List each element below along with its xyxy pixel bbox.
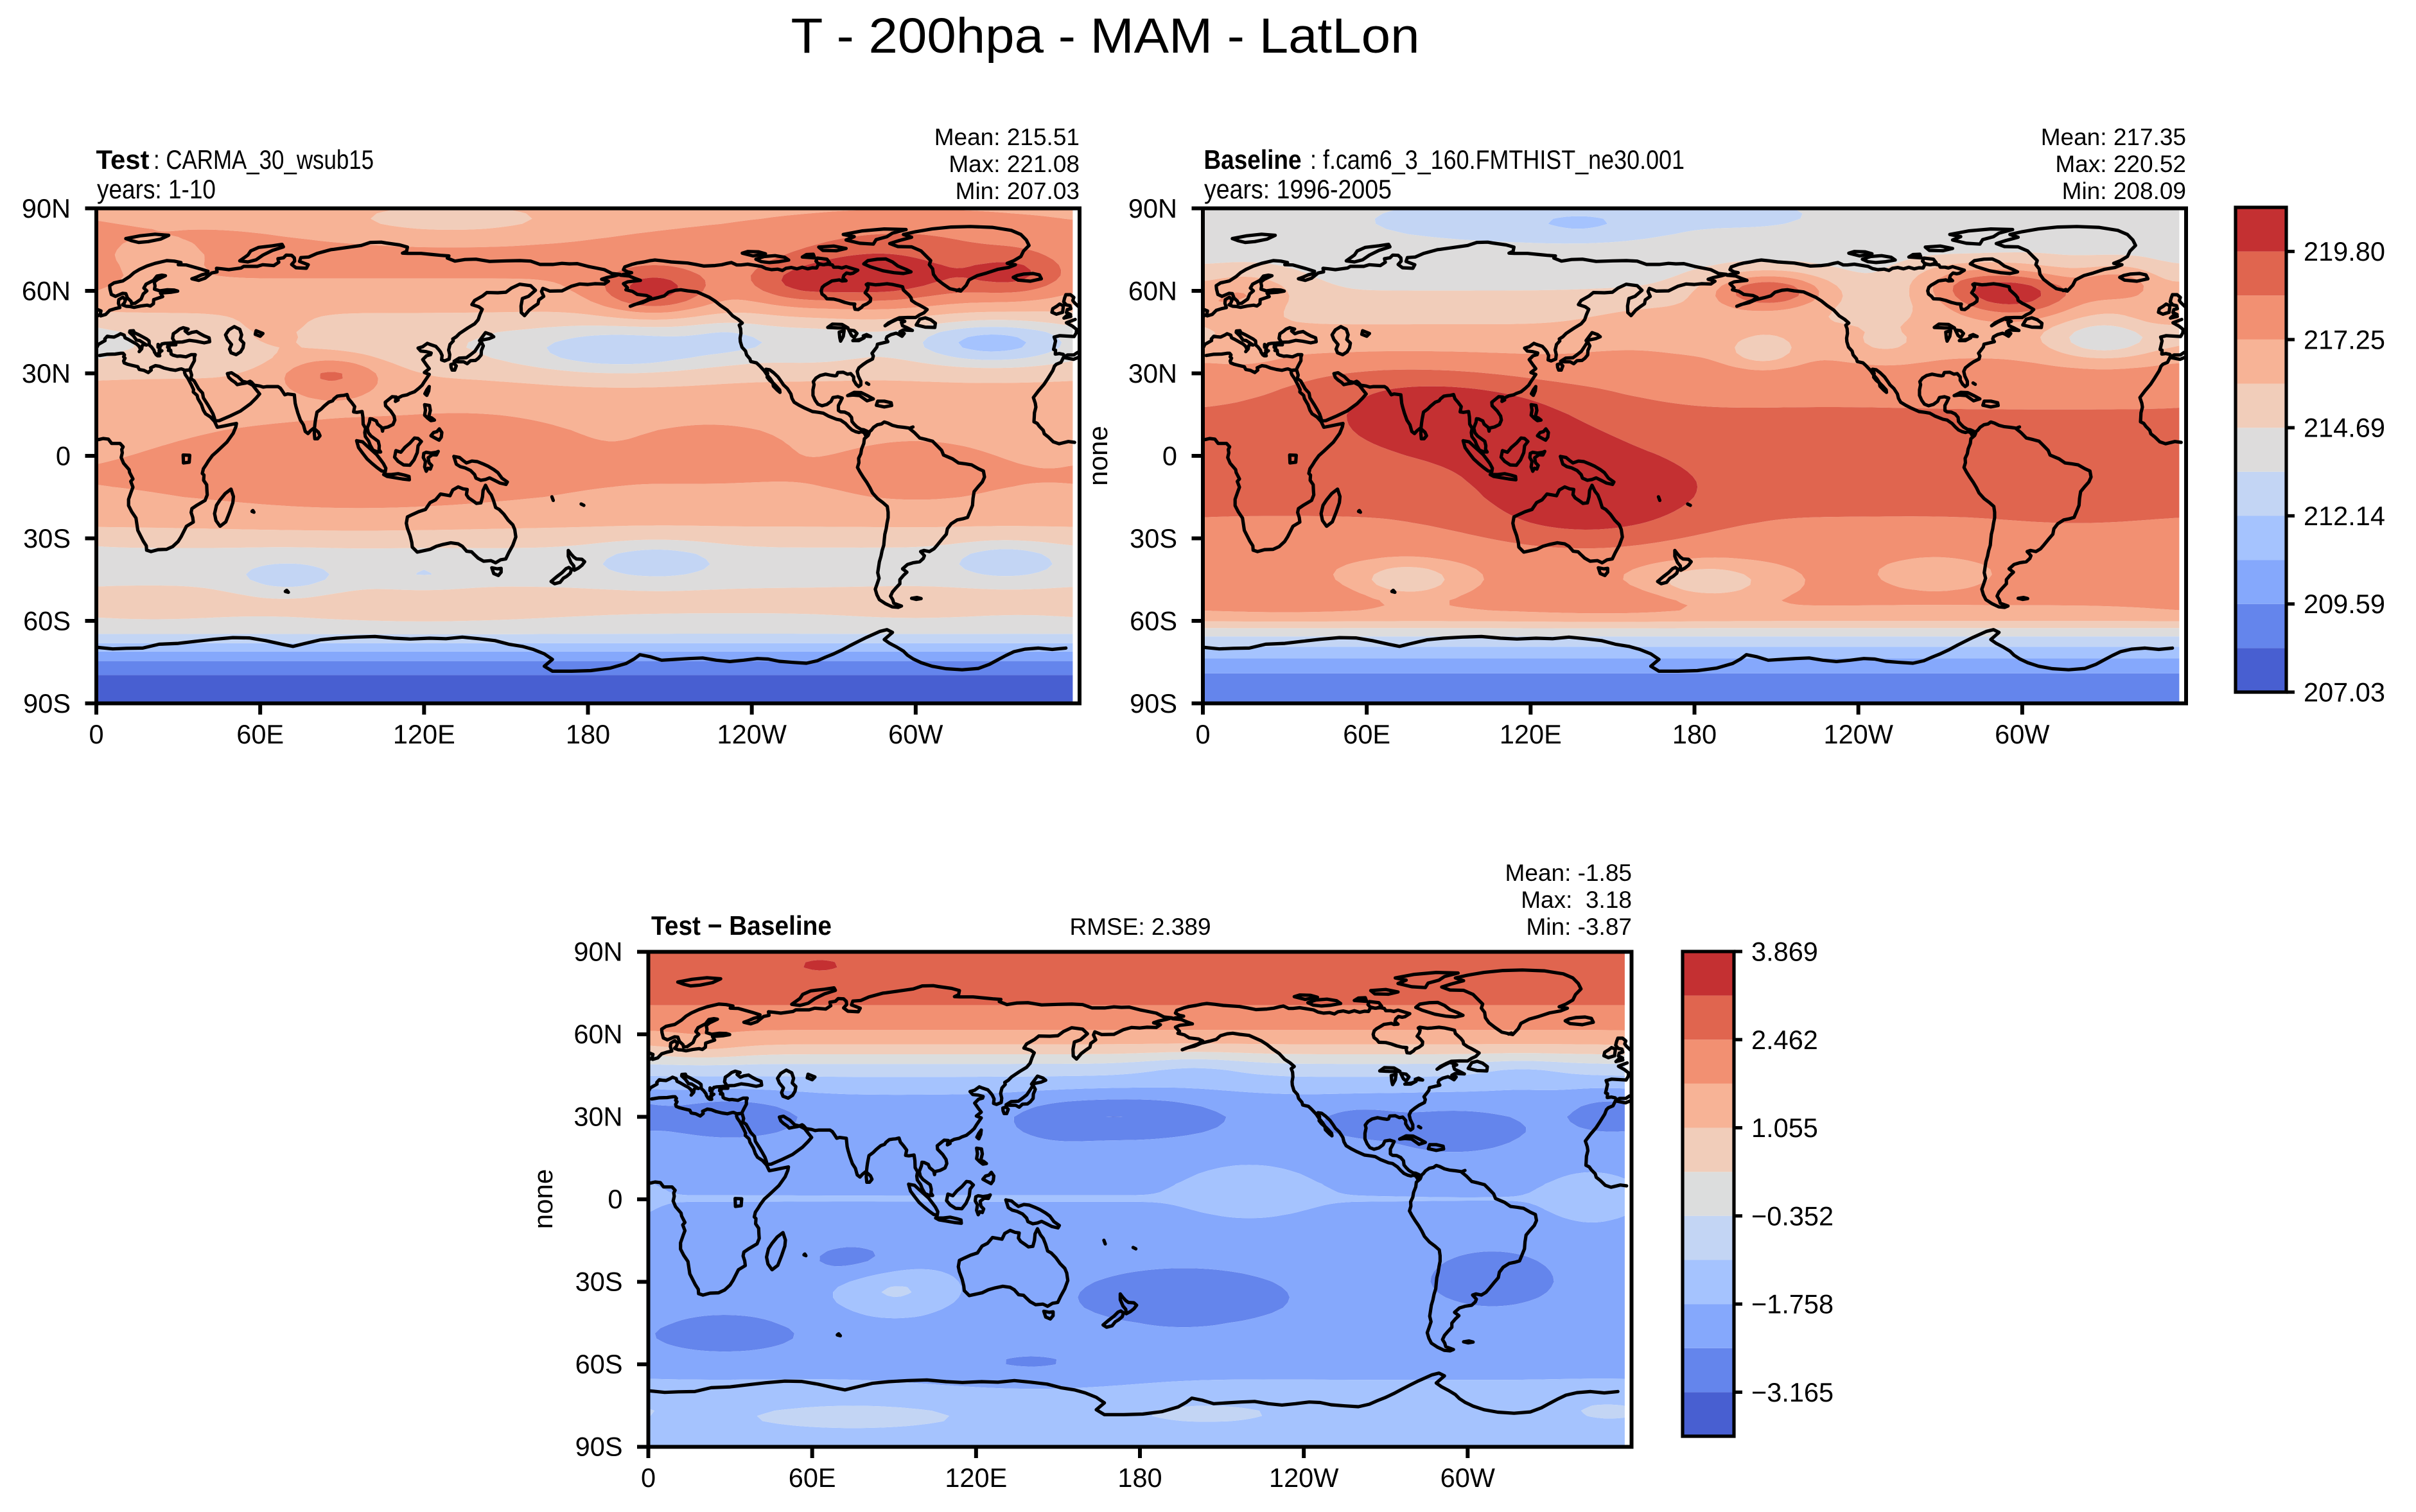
- svg-text:60S: 60S: [1130, 606, 1177, 636]
- svg-text:217.25: 217.25: [2304, 324, 2385, 354]
- svg-text:Mean: -1.85: Mean: -1.85: [1505, 860, 1632, 886]
- svg-text:0: 0: [56, 441, 71, 471]
- svg-text:Max: 220.52: Max: 220.52: [2055, 151, 2186, 177]
- svg-text:0: 0: [1162, 441, 1177, 471]
- svg-text:T - 200hpa - MAM - LatLon: T - 200hpa - MAM - LatLon: [791, 8, 1420, 64]
- svg-text:120W: 120W: [717, 719, 787, 749]
- svg-text:60E: 60E: [789, 1463, 836, 1493]
- svg-text:0: 0: [608, 1184, 622, 1214]
- svg-text:2.462: 2.462: [1751, 1025, 1818, 1055]
- svg-text:−0.352: −0.352: [1751, 1201, 1834, 1231]
- svg-text:30S: 30S: [1130, 523, 1177, 553]
- svg-text:60S: 60S: [575, 1349, 623, 1379]
- svg-text:219.80: 219.80: [2304, 236, 2385, 266]
- svg-text:Max: 221.08: Max: 221.08: [949, 151, 1080, 177]
- svg-text:60W: 60W: [1440, 1463, 1496, 1493]
- svg-text:−1.758: −1.758: [1751, 1289, 1834, 1319]
- svg-text:30S: 30S: [23, 523, 71, 553]
- svg-text:Test: Test: [96, 144, 150, 175]
- svg-text:180: 180: [566, 719, 610, 749]
- svg-text:120E: 120E: [945, 1463, 1007, 1493]
- svg-text:30N: 30N: [22, 358, 71, 388]
- svg-text:3.869: 3.869: [1751, 937, 1818, 967]
- svg-text:60W: 60W: [888, 719, 943, 749]
- svg-text:60N: 60N: [1128, 276, 1177, 306]
- svg-text:90S: 90S: [1130, 688, 1177, 718]
- svg-text:Min: -3.87: Min: -3.87: [1526, 914, 1632, 940]
- svg-text:60E: 60E: [1343, 719, 1390, 749]
- svg-text:120W: 120W: [1269, 1463, 1339, 1493]
- svg-text:: CARMA_30_wsub15: : CARMA_30_wsub15: [153, 144, 374, 175]
- svg-text:90N: 90N: [1128, 193, 1177, 223]
- svg-text:Max: 3.18: Max: 3.18: [1521, 887, 1632, 913]
- svg-text:180: 180: [1117, 1463, 1162, 1493]
- svg-text:30N: 30N: [573, 1102, 622, 1132]
- svg-text:60S: 60S: [23, 606, 71, 636]
- svg-text:0: 0: [641, 1463, 656, 1493]
- svg-text:209.59: 209.59: [2304, 589, 2385, 619]
- svg-text:30S: 30S: [575, 1267, 623, 1297]
- svg-text:Min: 207.03: Min: 207.03: [956, 178, 1080, 204]
- svg-text:Baseline: Baseline: [1204, 144, 1302, 175]
- svg-text:: f.cam6_3_160.FMTHIST_ne30.00: : f.cam6_3_160.FMTHIST_ne30.001: [1310, 144, 1685, 175]
- svg-text:Min: 208.09: Min: 208.09: [2062, 178, 2186, 204]
- svg-text:90N: 90N: [573, 937, 622, 967]
- svg-text:120W: 120W: [1823, 719, 1893, 749]
- svg-text:none: none: [1083, 426, 1113, 485]
- svg-text:Test − Baseline: Test − Baseline: [651, 910, 832, 941]
- svg-text:60E: 60E: [236, 719, 284, 749]
- svg-text:120E: 120E: [393, 719, 455, 749]
- svg-text:214.69: 214.69: [2304, 413, 2385, 443]
- svg-text:212.14: 212.14: [2304, 501, 2385, 531]
- svg-text:90S: 90S: [575, 1432, 623, 1462]
- svg-text:60W: 60W: [1995, 719, 2050, 749]
- svg-text:Mean: 215.51: Mean: 215.51: [934, 124, 1080, 150]
- svg-text:none: none: [528, 1169, 558, 1229]
- svg-text:years: 1-10: years: 1-10: [97, 174, 216, 204]
- svg-text:60N: 60N: [22, 276, 71, 306]
- svg-text:1.055: 1.055: [1751, 1113, 1818, 1143]
- svg-text:years: 1996-2005: years: 1996-2005: [1204, 174, 1392, 204]
- svg-text:0: 0: [1195, 719, 1210, 749]
- svg-text:Mean: 217.35: Mean: 217.35: [2041, 124, 2186, 150]
- svg-text:RMSE: 2.389: RMSE: 2.389: [1069, 914, 1211, 940]
- svg-text:60N: 60N: [573, 1019, 622, 1049]
- svg-text:207.03: 207.03: [2304, 677, 2385, 708]
- svg-text:180: 180: [1672, 719, 1717, 749]
- svg-text:0: 0: [89, 719, 103, 749]
- svg-text:90S: 90S: [23, 688, 71, 718]
- svg-text:120E: 120E: [1500, 719, 1562, 749]
- svg-text:−3.165: −3.165: [1751, 1377, 1834, 1407]
- svg-text:30N: 30N: [1128, 358, 1177, 388]
- svg-text:90N: 90N: [22, 193, 71, 223]
